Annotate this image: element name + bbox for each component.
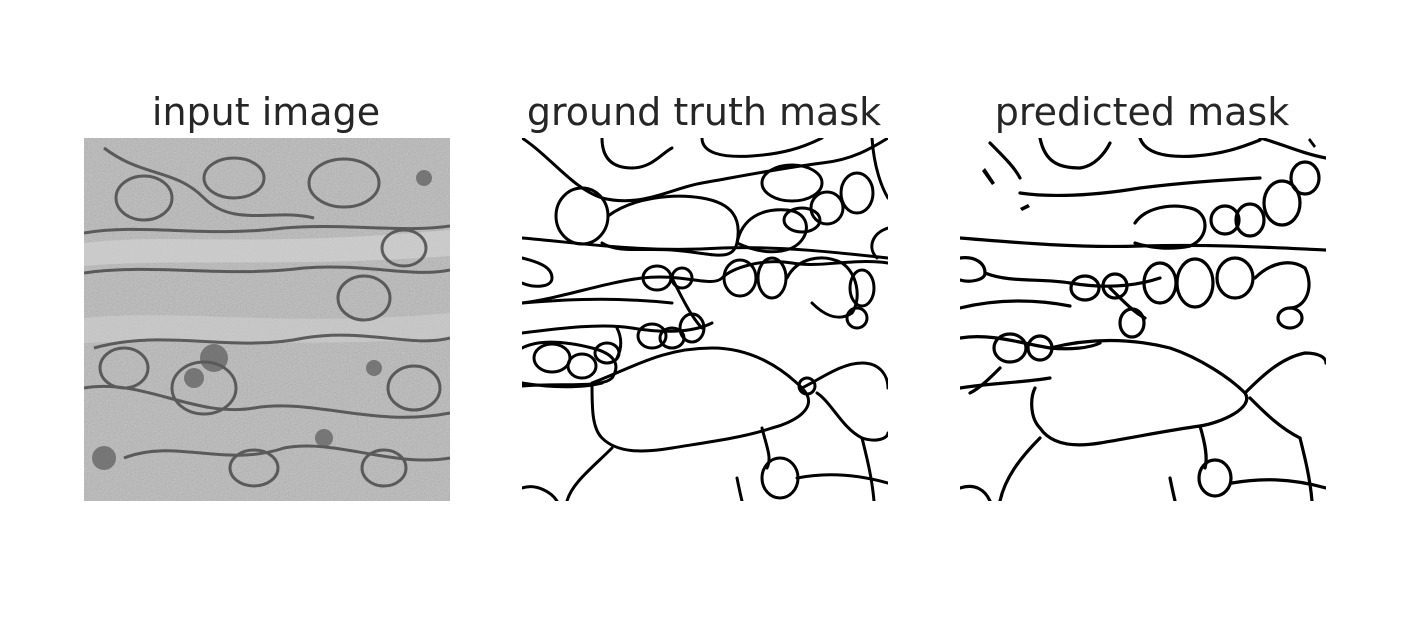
ground-truth-mask-svg <box>522 138 888 501</box>
panel-title-input-image: input image <box>151 90 381 134</box>
predicted-mask-image <box>960 138 1326 501</box>
input-image <box>84 138 450 501</box>
panel-title-ground-truth-mask: ground truth mask <box>526 90 882 134</box>
micrograph-svg <box>84 138 450 501</box>
ground-truth-mask-image <box>522 138 888 501</box>
panel-title-predicted-mask: predicted mask <box>994 90 1290 134</box>
predicted-mask-svg <box>960 138 1326 501</box>
